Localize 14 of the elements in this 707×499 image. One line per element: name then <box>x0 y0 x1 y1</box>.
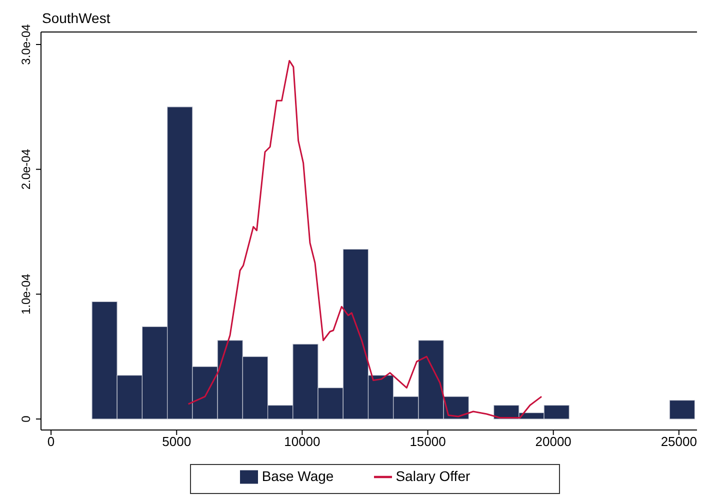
y-tick-label: 3.0e-04 <box>19 24 33 65</box>
y-tick-label: 2.0e-04 <box>19 148 33 190</box>
y-tick-label: 0 <box>19 415 33 422</box>
legend-label: Base Wage <box>262 468 334 484</box>
legend-label: Salary Offer <box>396 468 470 484</box>
chart-title: SouthWest <box>42 10 110 26</box>
x-tick-label: 10000 <box>284 434 320 450</box>
x-tick-label: 0 <box>47 434 55 450</box>
y-tick-label: 1.0e-04 <box>19 273 33 315</box>
x-tick-label: 15000 <box>410 434 446 450</box>
x-tick-label: 20000 <box>535 434 572 450</box>
x-tick-label: 5000 <box>162 434 192 450</box>
x-tick-label: 25000 <box>660 434 697 450</box>
line-series <box>188 60 542 419</box>
